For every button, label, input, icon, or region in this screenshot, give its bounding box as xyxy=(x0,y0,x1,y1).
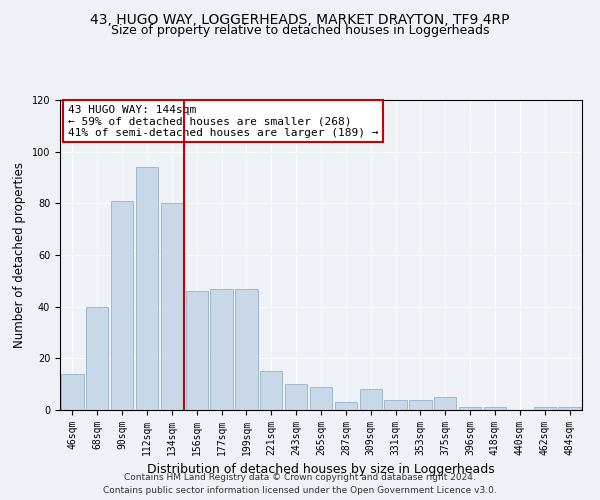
Bar xyxy=(409,400,431,410)
Text: 43, HUGO WAY, LOGGERHEADS, MARKET DRAYTON, TF9 4RP: 43, HUGO WAY, LOGGERHEADS, MARKET DRAYTO… xyxy=(90,12,510,26)
X-axis label: Distribution of detached houses by size in Loggerheads: Distribution of detached houses by size … xyxy=(147,464,495,476)
Bar xyxy=(335,402,357,410)
Bar xyxy=(260,371,283,410)
Bar xyxy=(111,200,133,410)
Bar xyxy=(484,408,506,410)
Bar xyxy=(211,288,233,410)
Bar xyxy=(459,408,481,410)
Bar xyxy=(86,306,109,410)
Bar xyxy=(61,374,83,410)
Bar xyxy=(359,390,382,410)
Y-axis label: Number of detached properties: Number of detached properties xyxy=(13,162,26,348)
Bar xyxy=(533,408,556,410)
Bar xyxy=(434,397,457,410)
Bar xyxy=(185,291,208,410)
Bar xyxy=(285,384,307,410)
Text: 43 HUGO WAY: 144sqm
← 59% of detached houses are smaller (268)
41% of semi-detac: 43 HUGO WAY: 144sqm ← 59% of detached ho… xyxy=(68,104,379,138)
Text: Contains HM Land Registry data © Crown copyright and database right 2024.
Contai: Contains HM Land Registry data © Crown c… xyxy=(103,474,497,495)
Bar xyxy=(161,204,183,410)
Bar xyxy=(385,400,407,410)
Bar xyxy=(559,408,581,410)
Bar xyxy=(310,387,332,410)
Bar xyxy=(136,167,158,410)
Text: Size of property relative to detached houses in Loggerheads: Size of property relative to detached ho… xyxy=(111,24,489,37)
Bar xyxy=(235,288,257,410)
